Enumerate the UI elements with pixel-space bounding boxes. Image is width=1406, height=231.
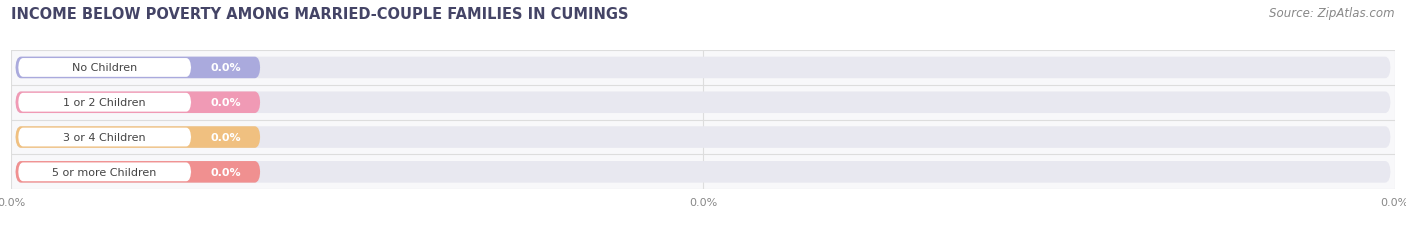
FancyBboxPatch shape <box>18 163 191 182</box>
FancyBboxPatch shape <box>15 161 260 183</box>
Text: 1 or 2 Children: 1 or 2 Children <box>63 98 146 108</box>
Text: 0.0%: 0.0% <box>211 132 240 143</box>
FancyBboxPatch shape <box>15 92 260 113</box>
FancyBboxPatch shape <box>15 57 260 79</box>
FancyBboxPatch shape <box>18 59 191 77</box>
Text: 0.0%: 0.0% <box>211 98 240 108</box>
Text: 3 or 4 Children: 3 or 4 Children <box>63 132 146 143</box>
Text: 5 or more Children: 5 or more Children <box>52 167 157 177</box>
FancyBboxPatch shape <box>15 57 1391 79</box>
FancyBboxPatch shape <box>15 127 260 148</box>
Text: No Children: No Children <box>72 63 138 73</box>
FancyBboxPatch shape <box>15 92 1391 113</box>
FancyBboxPatch shape <box>15 161 1391 183</box>
FancyBboxPatch shape <box>18 128 191 147</box>
Text: 0.0%: 0.0% <box>211 167 240 177</box>
Text: 0.0%: 0.0% <box>211 63 240 73</box>
Text: Source: ZipAtlas.com: Source: ZipAtlas.com <box>1270 7 1395 20</box>
FancyBboxPatch shape <box>18 93 191 112</box>
Text: INCOME BELOW POVERTY AMONG MARRIED-COUPLE FAMILIES IN CUMINGS: INCOME BELOW POVERTY AMONG MARRIED-COUPL… <box>11 7 628 22</box>
FancyBboxPatch shape <box>15 127 1391 148</box>
